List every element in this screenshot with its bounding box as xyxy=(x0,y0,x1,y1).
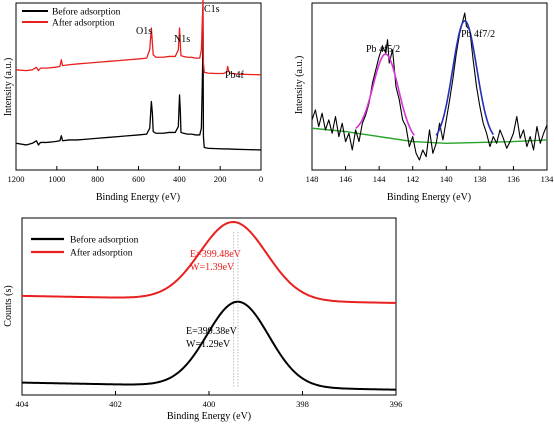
n1s-after-energy-label: E=399.48eV xyxy=(190,249,242,260)
survey-annotation-o1s: O1s xyxy=(136,26,152,37)
survey-x-tick-label: 200 xyxy=(214,174,227,184)
survey-x-axis-label: Binding Energy (eV) xyxy=(96,192,180,203)
pb4f-annotation-4f72: Pb 4f7/2 xyxy=(461,29,495,40)
survey-legend-label-after: After adsorption xyxy=(52,18,115,29)
survey-annotation-pb4f: Pb4f xyxy=(225,70,245,81)
n1s-x-tick-label: 402 xyxy=(109,399,122,409)
pb4f-x-axis-label: Binding Energy (eV) xyxy=(387,192,471,203)
pb4f-x-tick-label: 142 xyxy=(406,174,419,184)
n1s-x-tick-label: 398 xyxy=(296,399,309,409)
n1s-panel: 404 402 400 398 396 Before adsorption After … xyxy=(3,217,403,422)
pb4f-x-tick-label: 138 xyxy=(473,174,486,184)
survey-line-after xyxy=(15,0,262,76)
pb4f-y-axis-label: Intensity (a.u.) xyxy=(294,56,305,115)
survey-x-tick-label: 1200 xyxy=(8,174,25,184)
pb4f-x-tick-label: 144 xyxy=(373,174,387,184)
pb4f-fit-4f52-line xyxy=(355,53,416,136)
pb4f-fit-4f72-line xyxy=(435,20,494,136)
pb4f-raw-line xyxy=(311,12,548,161)
n1s-line-after xyxy=(21,220,397,304)
survey-line-before xyxy=(15,30,262,151)
n1s-x-tick-label: 400 xyxy=(203,399,216,409)
pb4f-panel: 148 146 144 142 140 138 136 134 Pb 4f5/2 Pb 4f7… xyxy=(294,2,554,203)
survey-annotation-n1s: N1s xyxy=(174,34,190,45)
n1s-line-before xyxy=(21,300,397,391)
survey-legend-label-before: Before adsorption xyxy=(52,7,121,18)
survey-x-tick-label: 600 xyxy=(132,174,145,184)
survey-series xyxy=(15,0,262,151)
survey-y-axis-label: Intensity (a.u.) xyxy=(3,58,14,117)
survey-x-tick-label: 0 xyxy=(259,174,263,184)
pb4f-x-ticks: 148 146 144 142 140 138 136 134 xyxy=(306,166,554,184)
pb4f-series xyxy=(311,12,548,161)
pb4f-x-tick-label: 134 xyxy=(541,174,554,184)
pb4f-x-tick-label: 136 xyxy=(507,174,520,184)
n1s-before-width-label: W=1.29eV xyxy=(186,339,231,350)
n1s-x-axis-label: Binding Energy (eV) xyxy=(167,411,251,422)
survey-x-ticks: 1200 1000 800 600 400 200 0 xyxy=(8,166,263,184)
pb4f-background-line xyxy=(311,127,548,144)
survey-annotation-c1s: C1s xyxy=(204,4,220,15)
n1s-x-tick-label: 404 xyxy=(16,399,30,409)
n1s-legend-label-after: After adsorption xyxy=(70,248,133,259)
n1s-y-axis-label: Counts (s) xyxy=(3,285,14,326)
n1s-x-ticks: 404 402 400 398 396 xyxy=(16,391,403,409)
n1s-before-energy-label: E=399.38eV xyxy=(186,326,238,337)
pb4f-plot-frame xyxy=(311,2,548,171)
n1s-series xyxy=(21,220,397,391)
pb4f-x-tick-label: 140 xyxy=(440,174,453,184)
n1s-x-tick-label: 396 xyxy=(390,399,403,409)
survey-x-tick-label: 800 xyxy=(91,174,104,184)
n1s-reference-lines xyxy=(233,232,239,387)
survey-x-tick-label: 1000 xyxy=(48,174,65,184)
survey-panel: 1200 1000 800 600 400 200 0 Before adsorption … xyxy=(3,0,263,203)
pb4f-annotation-4f52: Pb 4f5/2 xyxy=(366,44,400,55)
n1s-after-width-label: W=1.39eV xyxy=(190,262,235,273)
survey-x-tick-label: 400 xyxy=(173,174,186,184)
n1s-legend-label-before: Before adsorption xyxy=(70,235,139,246)
pb4f-x-tick-label: 146 xyxy=(339,174,352,184)
pb4f-x-tick-label: 148 xyxy=(306,174,319,184)
